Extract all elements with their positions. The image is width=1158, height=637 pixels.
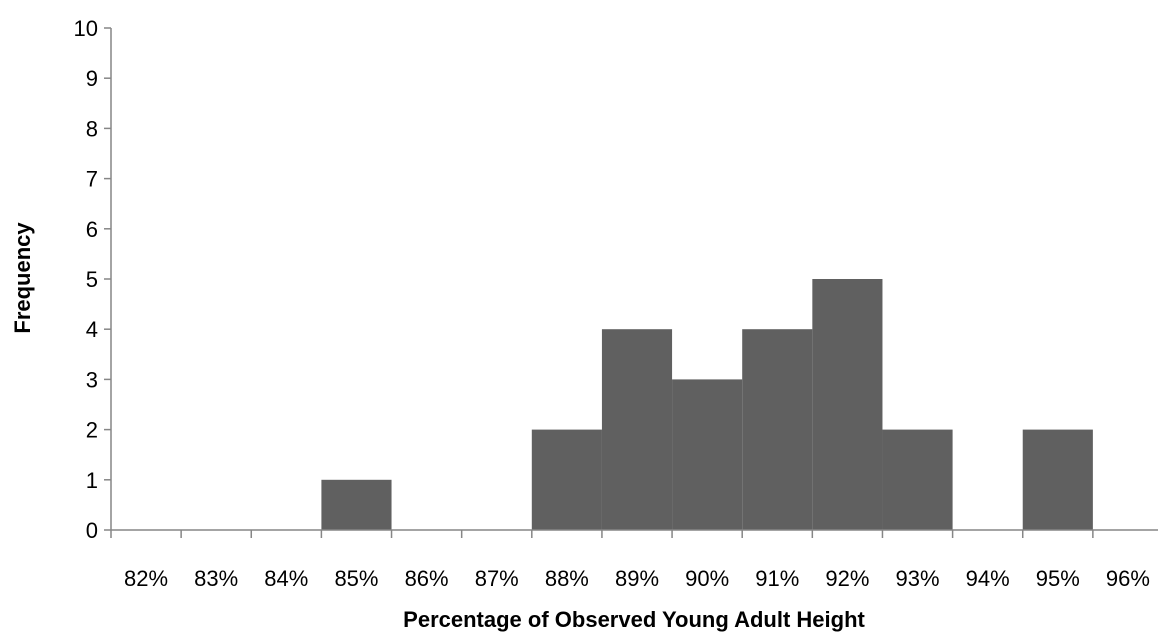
x-axis-title: Percentage of Observed Young Adult Heigh… bbox=[403, 607, 865, 632]
y-axis-title: Frequency bbox=[10, 222, 35, 334]
y-tick-label: 3 bbox=[86, 367, 98, 392]
y-tick-label: 2 bbox=[86, 418, 98, 443]
y-tick-label: 6 bbox=[86, 217, 98, 242]
x-tick-label: 92% bbox=[825, 566, 869, 591]
histogram-bar-92 bbox=[812, 279, 882, 530]
x-ticks-group: 82% 83% 84% 85% 86% 87% 88% 89% 90% 91% 92% 93% 94% 9… bbox=[111, 530, 1150, 591]
y-tick-label: 10 bbox=[74, 16, 98, 41]
x-tick-label: 94% bbox=[966, 566, 1010, 591]
x-tick-label: 93% bbox=[896, 566, 940, 591]
y-tick-label: 4 bbox=[86, 317, 98, 342]
histogram-bar-89 bbox=[602, 329, 672, 530]
x-tick-label: 83% bbox=[194, 566, 238, 591]
histogram-bar-95 bbox=[1023, 430, 1093, 530]
histogram-bar-85 bbox=[321, 480, 391, 530]
x-tick-label: 89% bbox=[615, 566, 659, 591]
histogram-bar-88 bbox=[532, 430, 602, 530]
y-tick-label: 0 bbox=[86, 518, 98, 543]
x-tick-label: 90% bbox=[685, 566, 729, 591]
x-tick-label: 88% bbox=[545, 566, 589, 591]
y-tick-label: 7 bbox=[86, 167, 98, 192]
x-tick-label: 82% bbox=[124, 566, 168, 591]
x-tick-label: 91% bbox=[755, 566, 799, 591]
x-tick-label: 86% bbox=[405, 566, 449, 591]
histogram-bar-91 bbox=[742, 329, 812, 530]
x-tick-label: 96% bbox=[1106, 566, 1150, 591]
x-tick-label: 85% bbox=[334, 566, 378, 591]
x-tick-label: 87% bbox=[475, 566, 519, 591]
y-tick-label: 5 bbox=[86, 267, 98, 292]
y-ticks-group: 0 1 2 3 4 5 6 7 8 9 10 bbox=[74, 16, 111, 543]
x-tick-label: 95% bbox=[1036, 566, 1080, 591]
histogram-bar-93 bbox=[882, 430, 952, 530]
y-tick-label: 8 bbox=[86, 116, 98, 141]
y-tick-label: 9 bbox=[86, 66, 98, 91]
histogram-bar-90 bbox=[672, 379, 742, 530]
bars-group bbox=[321, 279, 1092, 530]
y-tick-label: 1 bbox=[86, 468, 98, 493]
x-tick-label: 84% bbox=[264, 566, 308, 591]
